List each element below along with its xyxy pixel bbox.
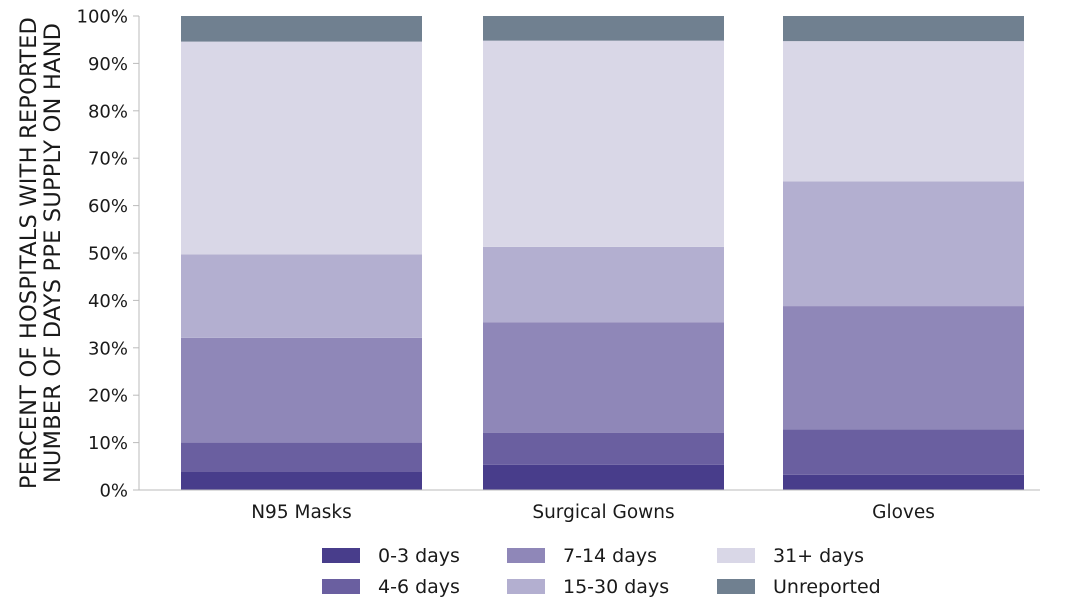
legend-label: 31+ days [773, 544, 864, 567]
legend-swatch [322, 579, 360, 594]
y-tick-label: 70% [88, 149, 128, 170]
y-tick-label: 0% [99, 481, 128, 502]
legend-label: Unreported [773, 575, 881, 598]
legend-label: 0-3 days [378, 544, 460, 567]
legend-label: 4-6 days [378, 575, 460, 598]
bar-segment-gloves-5 [783, 41, 1024, 182]
y-tick-label: 30% [88, 338, 128, 359]
bar-segment-surgical-gowns-5 [483, 40, 724, 247]
legend-label: 7-14 days [563, 544, 658, 567]
bar-segment-n95-masks-4 [181, 254, 422, 338]
y-tick-label: 90% [88, 54, 128, 75]
legend-label: 15-30 days [563, 575, 670, 598]
bar-segment-n95-masks-2 [181, 442, 422, 472]
bar-segment-surgical-gowns-2 [483, 432, 724, 465]
legend-item-unreported: Unreported [717, 571, 917, 602]
legend-swatch [322, 548, 360, 563]
bar-segment-n95-masks-6 [181, 16, 422, 42]
y-axis-title: PERCENT OF HOSPITALS WITH REPORTED NUMBE… [10, 0, 72, 596]
bar-segment-n95-masks-3 [181, 337, 422, 443]
bar-segment-surgical-gowns-6 [483, 16, 724, 41]
legend-swatch [717, 548, 755, 563]
legend-swatch [507, 548, 545, 563]
y-axis: 0% 10% 20% 30% 40% 50% 60% 70% 80% 90% 100% [77, 7, 140, 502]
y-tick-label: 40% [88, 291, 128, 312]
bar-segment-gloves-1 [783, 474, 1024, 490]
bar-segment-surgical-gowns-1 [483, 464, 724, 490]
legend-swatch [717, 579, 755, 594]
x-tick-label: Surgical Gowns [532, 502, 674, 523]
bar-segment-gloves-2 [783, 429, 1024, 475]
y-tick-label: 100% [77, 7, 128, 28]
y-tick-label: 50% [88, 244, 128, 265]
y-tick-label: 10% [88, 433, 128, 454]
legend-item-4-6-days: 4-6 days [322, 571, 507, 602]
y-tick-label: 60% [88, 196, 128, 217]
x-axis: N95 Masks Surgical Gowns Gloves [139, 489, 1040, 523]
bars-group [181, 16, 1024, 490]
bar-segment-n95-masks-5 [181, 41, 422, 255]
x-tick-label: Gloves [872, 502, 935, 523]
legend: 0-3 days 4-6 days 7-14 days 15-30 days 3… [322, 540, 922, 598]
bar-segment-n95-masks-1 [181, 471, 422, 490]
y-axis-title-line-1: PERCENT OF HOSPITALS WITH REPORTED [16, 16, 42, 490]
legend-item-7-14-days: 7-14 days [507, 540, 717, 571]
x-tick-label: N95 Masks [251, 502, 352, 523]
bar-segment-gloves-3 [783, 306, 1024, 430]
bar-segment-gloves-6 [783, 16, 1024, 42]
y-tick-label: 80% [88, 101, 128, 122]
bar-segment-surgical-gowns-3 [483, 322, 724, 433]
legend-swatch [507, 579, 545, 594]
legend-item-0-3-days: 0-3 days [322, 540, 507, 571]
y-axis-title-line-2: NUMBER OF DAYS PPE SUPPLY ON HAND [40, 22, 66, 484]
bar-segment-surgical-gowns-4 [483, 246, 724, 323]
legend-item-31-plus-days: 31+ days [717, 540, 917, 571]
y-tick-label: 20% [88, 386, 128, 407]
legend-item-15-30-days: 15-30 days [507, 571, 717, 602]
bar-segment-gloves-4 [783, 181, 1024, 307]
